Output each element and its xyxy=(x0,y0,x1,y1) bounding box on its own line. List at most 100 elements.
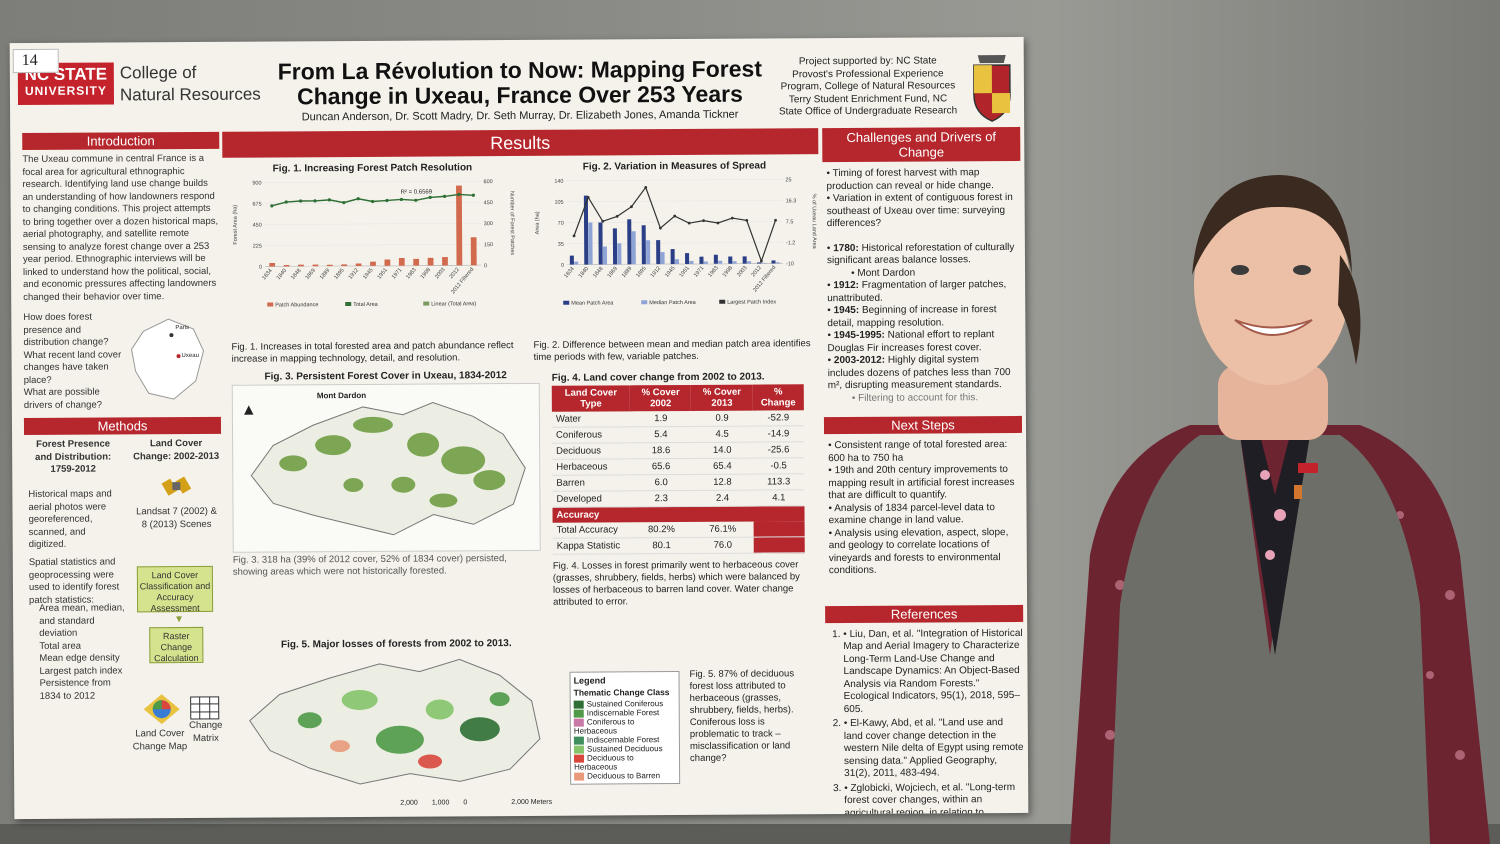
x-tick-label: 1998 xyxy=(420,267,432,280)
legend-label: Largest Patch Index xyxy=(727,299,776,305)
legend-swatch xyxy=(573,736,584,745)
legend-item: Sustained Coniferous xyxy=(573,699,676,709)
fig4-title: Fig. 4. Land cover change from 2002 to 2… xyxy=(551,371,765,384)
table-row: Barren 6.0 12.8 113.3 xyxy=(552,473,805,492)
driver-item: 2003-2012: Highly digital system include… xyxy=(828,354,1018,393)
largest-patch-index-point xyxy=(774,218,777,222)
fig5-panel: Fig. 5. Major losses of forests from 200… xyxy=(239,638,554,819)
stats-item: Area mean, median, and standard deviatio… xyxy=(39,602,125,639)
legend-swatch xyxy=(573,709,584,718)
y2-tick-label: 450 xyxy=(484,200,493,206)
patch-abundance-bar xyxy=(427,257,434,266)
intro-text: The Uxeau commune in central France is a… xyxy=(22,152,219,303)
drivers-list: 1780: Historical reforestation of cultur… xyxy=(823,241,1022,405)
table-row: Herbaceous 65.6 65.4 -0.5 xyxy=(552,457,805,476)
legend-swatch xyxy=(345,302,352,307)
driver-item: 1945-1995: National effort to replant Do… xyxy=(827,329,1017,355)
x-tick-label: 1869 xyxy=(305,268,317,281)
total-area-point xyxy=(457,192,461,197)
persistent-forest-map xyxy=(250,401,526,536)
total-area-point xyxy=(385,198,389,203)
legend-label: Sustained Coniferous xyxy=(586,699,664,709)
median-patch-area-bar xyxy=(746,261,752,264)
poster-number-sticker: 14 xyxy=(12,48,59,74)
fig2-panel: Fig. 2. Variation in Measures of Spread … xyxy=(532,160,817,312)
x-tick-label: 1895 xyxy=(333,268,345,281)
y-tick-label: 70 xyxy=(558,221,564,227)
x-tick-label: 1912 xyxy=(650,266,662,279)
accuracy-header: Accuracy xyxy=(552,505,805,523)
largest-patch-index-point xyxy=(572,234,576,238)
largest-patch-index-point xyxy=(759,259,763,263)
fig5-caption: Fig. 5. 87% of deciduous forest loss att… xyxy=(689,668,795,764)
total-area-point xyxy=(428,195,432,200)
patch-abundance-bar xyxy=(456,185,463,266)
x-tick-label: 2012 xyxy=(751,265,763,278)
total-area-point xyxy=(327,198,332,202)
stats-item: Persistence from 1834 to 2012 xyxy=(39,677,111,702)
mean-patch-area-bar xyxy=(685,253,690,264)
legend-item: Deciduous to Barren xyxy=(574,771,676,781)
median-patch-area-bar xyxy=(761,262,766,264)
median-patch-area-bar xyxy=(617,243,622,265)
change-map-label: Land Cover Change Map xyxy=(132,728,188,752)
fig5-map: 2,000 1,000 0 2,000 Meters xyxy=(239,649,554,819)
patch-abundance-bar xyxy=(355,263,362,266)
fig2-caption: Fig. 2. Difference between mean and medi… xyxy=(533,338,811,363)
x-tick-label: 1840 xyxy=(276,268,288,281)
fig3-caption: Fig. 3. 318 ha (39% of 2012 cover, 52% o… xyxy=(232,553,507,578)
question-item: What are possible drivers of change? xyxy=(23,386,103,411)
table-cell: 18.6 xyxy=(630,442,692,459)
legend-label: Total Area xyxy=(353,302,378,308)
x-tick-label: 1848 xyxy=(592,266,604,279)
table-cell: Coniferous xyxy=(551,426,631,444)
x-tick-label: 1983 xyxy=(405,267,417,280)
patch-abundance-bar xyxy=(312,264,319,267)
x-tick-label: 1951 xyxy=(377,267,389,280)
legend-label: Indiscernable Forest xyxy=(586,708,660,718)
legend-swatch xyxy=(719,299,726,304)
y-tick-label: 675 xyxy=(252,202,261,208)
legend-item: Sustained Deciduous xyxy=(573,744,676,754)
total-area-point xyxy=(284,200,288,204)
y2-tick-label: 300 xyxy=(484,221,493,227)
map-label-paris: Paris xyxy=(175,325,190,332)
table-header: Land Cover Type xyxy=(551,385,631,412)
y-axis-label: Area (ha) xyxy=(535,211,541,234)
table-cell: Deciduous xyxy=(552,442,631,460)
median-patch-area-bar xyxy=(732,261,737,264)
results-column: Results Fig. 1. Increasing Forest Patch … xyxy=(222,128,822,812)
largest-patch-index-point xyxy=(586,195,590,199)
results-heading: Results xyxy=(222,128,819,158)
x-tick-label: 2003 xyxy=(736,265,748,278)
patch-abundance-bar xyxy=(283,264,290,267)
y2-tick-label: 16.3 xyxy=(786,198,797,204)
median-patch-area-bar xyxy=(674,259,680,265)
x-tick-label: 1971 xyxy=(693,265,705,278)
mean-patch-area-bar xyxy=(627,219,632,265)
patch-abundance-bar xyxy=(269,262,276,267)
college-name: College of Natural Resources xyxy=(119,62,261,105)
driver-item: 1945: Beginning of increase in forest de… xyxy=(827,304,1017,330)
question-item: What recent land cover changes have take… xyxy=(23,348,122,386)
median-patch-area-bar xyxy=(718,260,723,264)
mean-patch-area-bar xyxy=(598,222,603,265)
next-step-item: Analysis using elevation, aspect, slope,… xyxy=(829,526,1019,577)
table-header: % Change xyxy=(752,384,804,411)
stats-list: Area mean, median, and standard deviatio… xyxy=(39,602,132,703)
x-tick-label: 1983 xyxy=(707,265,719,278)
median-patch-area-bar xyxy=(588,222,593,265)
patch-abundance-bar xyxy=(326,264,333,267)
median-patch-area-bar xyxy=(574,261,579,265)
poster-title: From La Révolution to Now: Mapping Fores… xyxy=(277,55,763,110)
table-row: Coniferous 5.4 4.5 -14.9 xyxy=(551,425,805,444)
table-cell: Barren xyxy=(552,474,631,492)
challenges-list: Timing of forest harvest with map produc… xyxy=(822,167,1020,231)
fig3-panel: Fig. 3. Persistent Forest Cover in Uxeau… xyxy=(231,370,541,579)
next-step-item: 19th and 20th century improvements to ma… xyxy=(828,464,1018,503)
table-row: Water 1.9 0.9 -52.9 xyxy=(551,410,804,428)
right-column: Challenges and Drivers of Change Timing … xyxy=(822,126,1024,819)
table-cell: 2.4 xyxy=(691,490,754,507)
color-wheel-icon xyxy=(143,694,180,725)
total-area-point xyxy=(399,197,404,202)
